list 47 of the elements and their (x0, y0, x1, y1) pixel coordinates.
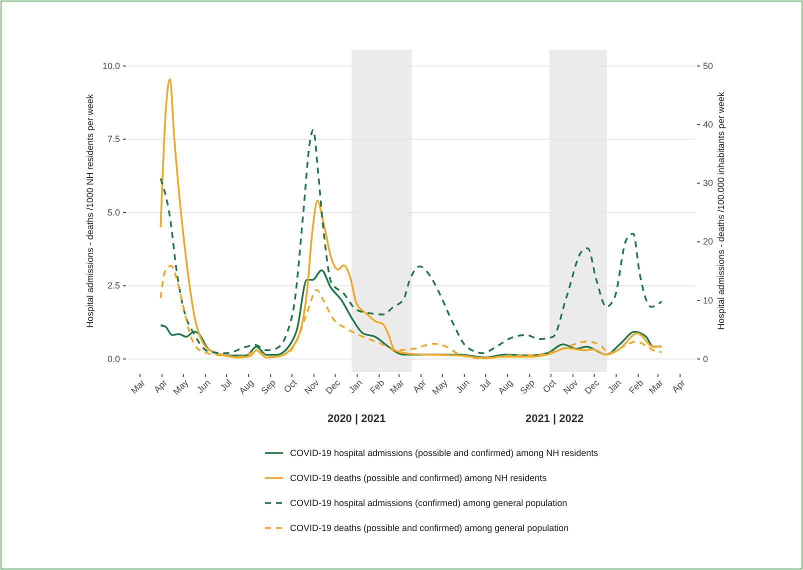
y2-tick-label: 40 (703, 119, 714, 130)
x-tick-label: Apr (670, 378, 688, 395)
y2-tick-label: 50 (703, 60, 714, 71)
text: 2021 | 2022 (525, 413, 584, 425)
x-tick-label: Apr (152, 378, 169, 395)
y-tick-label: 2.5 (107, 280, 120, 291)
y-tick-label: 0.0 (107, 354, 120, 364)
x-tick-label: May (430, 377, 450, 397)
x-tick-label: Jul (218, 378, 234, 393)
x-tick-label: Dec (582, 377, 602, 396)
x-tick-label: Jun (454, 378, 472, 396)
y2-tick-label: 30 (703, 178, 714, 188)
y2-tick-label: 10 (703, 295, 714, 306)
x-tick-label: Oct (540, 377, 558, 395)
x-tick-label: Dec (324, 377, 342, 396)
legend-label: COVID-19 hospital admissions (possible and confirmed) among NH residents (290, 448, 599, 458)
x-tick-label: Oct (282, 377, 300, 395)
y-tick-label: 5.0 (107, 207, 120, 218)
text: 2020 | 2021 (327, 413, 386, 425)
x-tick-label: Sep (518, 378, 537, 396)
x-tick-label: Mar (128, 378, 147, 396)
x-tick-label: Jul (477, 378, 493, 393)
line-series (160, 78, 663, 360)
x-tick-label: Mar (646, 378, 666, 396)
y2-tick-label: 0 (703, 354, 708, 364)
y2-axis-title: Hospital admissions - deaths /100.000 inhabitants per week (716, 92, 726, 330)
legend-label: COVID-19 deaths (possible and confirmed) among general population (290, 523, 569, 533)
x-tick-label: Aug (496, 378, 515, 396)
x-tick-label: Jan (606, 378, 624, 396)
y-tick-label: 10.0 (102, 60, 120, 71)
legend-label: COVID-19 deaths (possible and confirmed) among NH residents (290, 473, 548, 483)
legend-label: COVID-19 hospital admissions (confirmed) among general population (290, 498, 568, 508)
y-axis-title: Hospital admissions - deaths /1000 NH residents per week (85, 94, 95, 328)
x-tick-label: Nov (302, 377, 322, 396)
x-tick-label: Aug (237, 378, 256, 396)
x-tick-label: Jan (346, 378, 364, 396)
y-tick-label: 7.5 (107, 134, 120, 144)
x-tick-label: Feb (627, 378, 646, 396)
x-tick-label: May (171, 377, 191, 397)
x-tick-label: Nov (561, 377, 580, 396)
x-tick-label: Sep (259, 378, 278, 396)
x-tick-label: Apr (411, 378, 428, 395)
line-series (160, 128, 663, 354)
x-tick-label: Feb (368, 378, 386, 396)
y2-tick-label: 20 (703, 236, 714, 247)
x-tick-label: Jun (194, 378, 212, 396)
x-tick-label: Mar (388, 378, 406, 396)
